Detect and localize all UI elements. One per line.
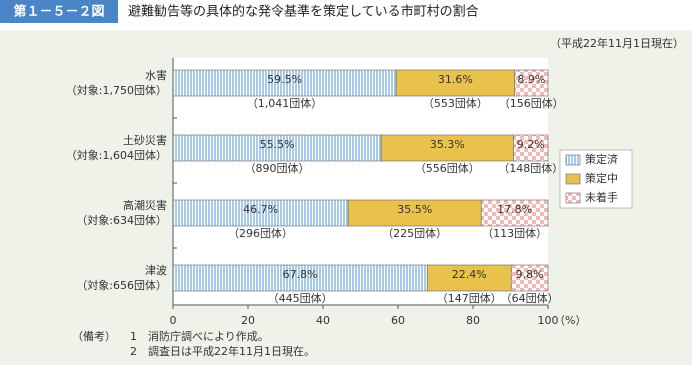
legend-swatch <box>565 192 581 204</box>
category-label: 高潮災害 <box>123 198 167 212</box>
count-label: （296団体） <box>228 226 293 240</box>
figure-label-box <box>0 0 118 23</box>
count-label: （1,041団体） <box>247 96 323 110</box>
note: 1 消防庁調べにより作成。 <box>130 329 269 343</box>
value-label: 46.7% <box>243 203 278 216</box>
category-label: 津波 <box>145 264 167 277</box>
count-label: （64団体） <box>501 291 559 305</box>
value-label: 22.4% <box>452 268 487 281</box>
subtitle: （平成22年11月1日現在） <box>550 36 684 50</box>
value-label: 31.6% <box>438 73 473 86</box>
category-subtitle: （対象:634団体） <box>76 213 167 227</box>
count-label: （445団体） <box>268 291 333 305</box>
count-label: （553団体） <box>423 96 488 110</box>
legend-swatch <box>565 154 581 166</box>
count-label: （156団体） <box>499 96 564 110</box>
chart-title: 避難勧告等の具体的な発令基準を策定している市町村の割合 <box>128 4 479 20</box>
bar <box>395 69 515 97</box>
count-label: （556団体） <box>415 161 480 175</box>
x-tick-label: 60 <box>391 314 405 327</box>
legend-label: 策定中 <box>585 171 618 185</box>
x-tick-label: 100 <box>538 314 559 327</box>
value-label: 67.8% <box>283 268 318 281</box>
category-subtitle: （対象:1,604団体） <box>66 148 167 162</box>
x-tick-label: 20 <box>241 314 255 327</box>
plot-area <box>173 58 548 305</box>
bar <box>172 264 428 292</box>
bar <box>510 264 549 292</box>
value-label: 35.5% <box>397 203 432 216</box>
value-label: 35.3% <box>430 138 465 151</box>
x-tick-label: 80 <box>466 314 480 327</box>
category-label: 水害 <box>145 68 167 82</box>
count-label: （113団体） <box>482 226 547 240</box>
bar <box>514 69 549 97</box>
legend-label: 策定済 <box>585 152 618 166</box>
count-label: （225団体） <box>382 226 447 240</box>
bar <box>172 69 397 97</box>
count-label: （147団体） <box>437 291 502 305</box>
category-subtitle: （対象:656団体） <box>76 278 167 292</box>
bar <box>480 199 549 227</box>
category-subtitle: （対象:1,750団体） <box>66 83 167 97</box>
legend-label: 未着手 <box>585 190 618 204</box>
count-label: （148団体） <box>498 161 563 175</box>
bar <box>426 264 512 292</box>
value-label: 59.5% <box>267 73 302 86</box>
bar <box>172 199 349 227</box>
figure-label: 第１－５－２図 <box>13 4 104 20</box>
bar <box>380 134 514 162</box>
value-label: 9.2% <box>517 138 545 151</box>
value-label: 55.5% <box>260 138 295 151</box>
bar <box>513 134 549 162</box>
legend-swatch <box>565 173 581 185</box>
x-tick-label: 40 <box>316 314 330 327</box>
value-label: 17.8% <box>497 203 532 216</box>
bar <box>172 134 382 162</box>
value-label: 9.8% <box>516 268 544 281</box>
x-tick-label: 0 <box>170 314 177 327</box>
x-axis-label: （%） <box>554 314 586 327</box>
notes-label: （備考） <box>72 330 116 343</box>
bar <box>347 199 482 227</box>
count-label: （890団体） <box>245 161 310 175</box>
note: 2 調査日は平成22年11月1日現在。 <box>130 344 315 358</box>
value-label: 8.9% <box>517 73 545 86</box>
category-label: 土砂災害 <box>123 133 167 147</box>
